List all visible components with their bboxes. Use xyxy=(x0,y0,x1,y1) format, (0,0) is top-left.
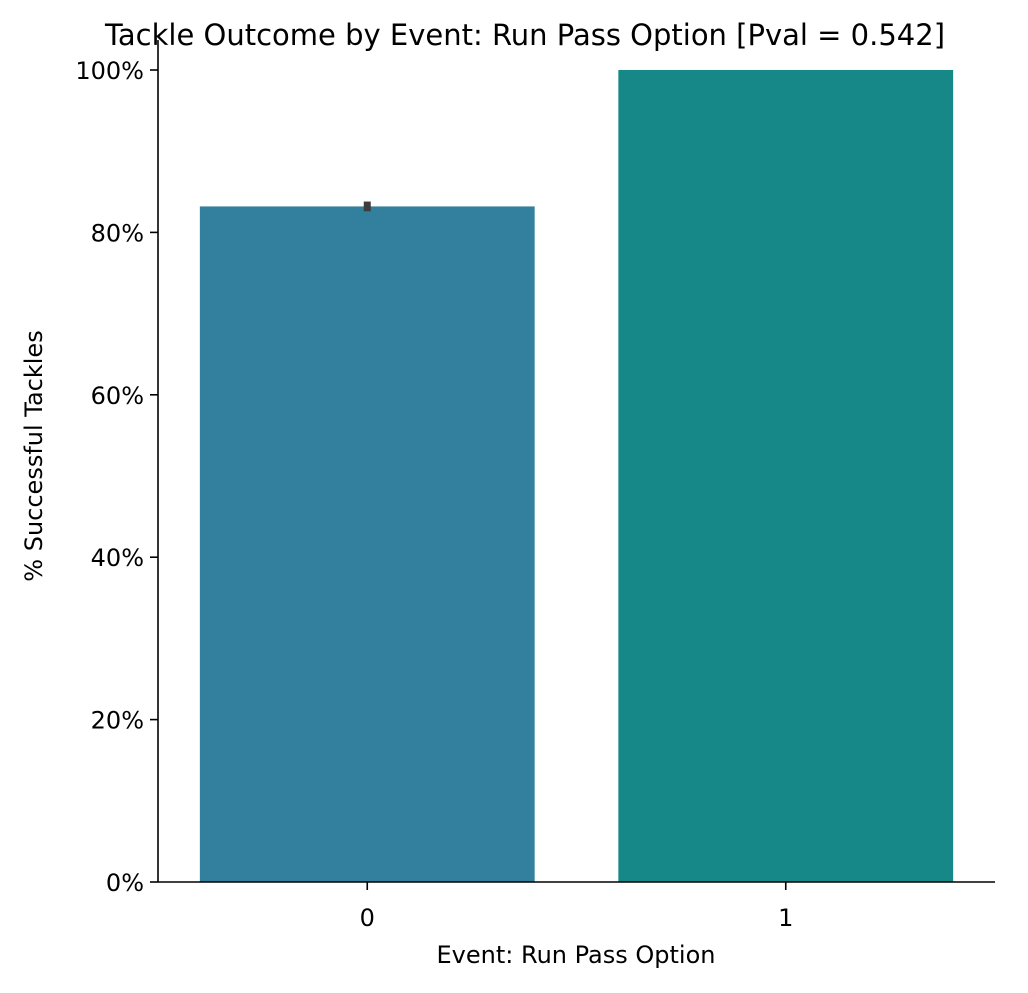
chart-title: Tackle Outcome by Event: Run Pass Option… xyxy=(104,18,945,52)
bar-0 xyxy=(199,206,535,882)
y-tick-label-60: 60% xyxy=(91,382,144,410)
y-tick-label-40: 40% xyxy=(91,544,144,572)
y-tick-label-0: 0% xyxy=(106,869,144,897)
y-tick-label-20: 20% xyxy=(91,707,144,735)
y-axis-label: % Successful Tackles xyxy=(20,330,48,581)
bar-1 xyxy=(618,70,954,882)
x-tick-label-1: 1 xyxy=(778,904,793,932)
bars-layer xyxy=(199,70,954,882)
y-tick-label-100: 100% xyxy=(75,57,144,85)
y-tick-label-80: 80% xyxy=(91,219,144,247)
x-tick-label-0: 0 xyxy=(360,904,375,932)
axes-layer: 0 1 0% 20% 40% 60% 80% 100% xyxy=(75,40,995,932)
x-axis-label: Event: Run Pass Option xyxy=(437,941,716,969)
